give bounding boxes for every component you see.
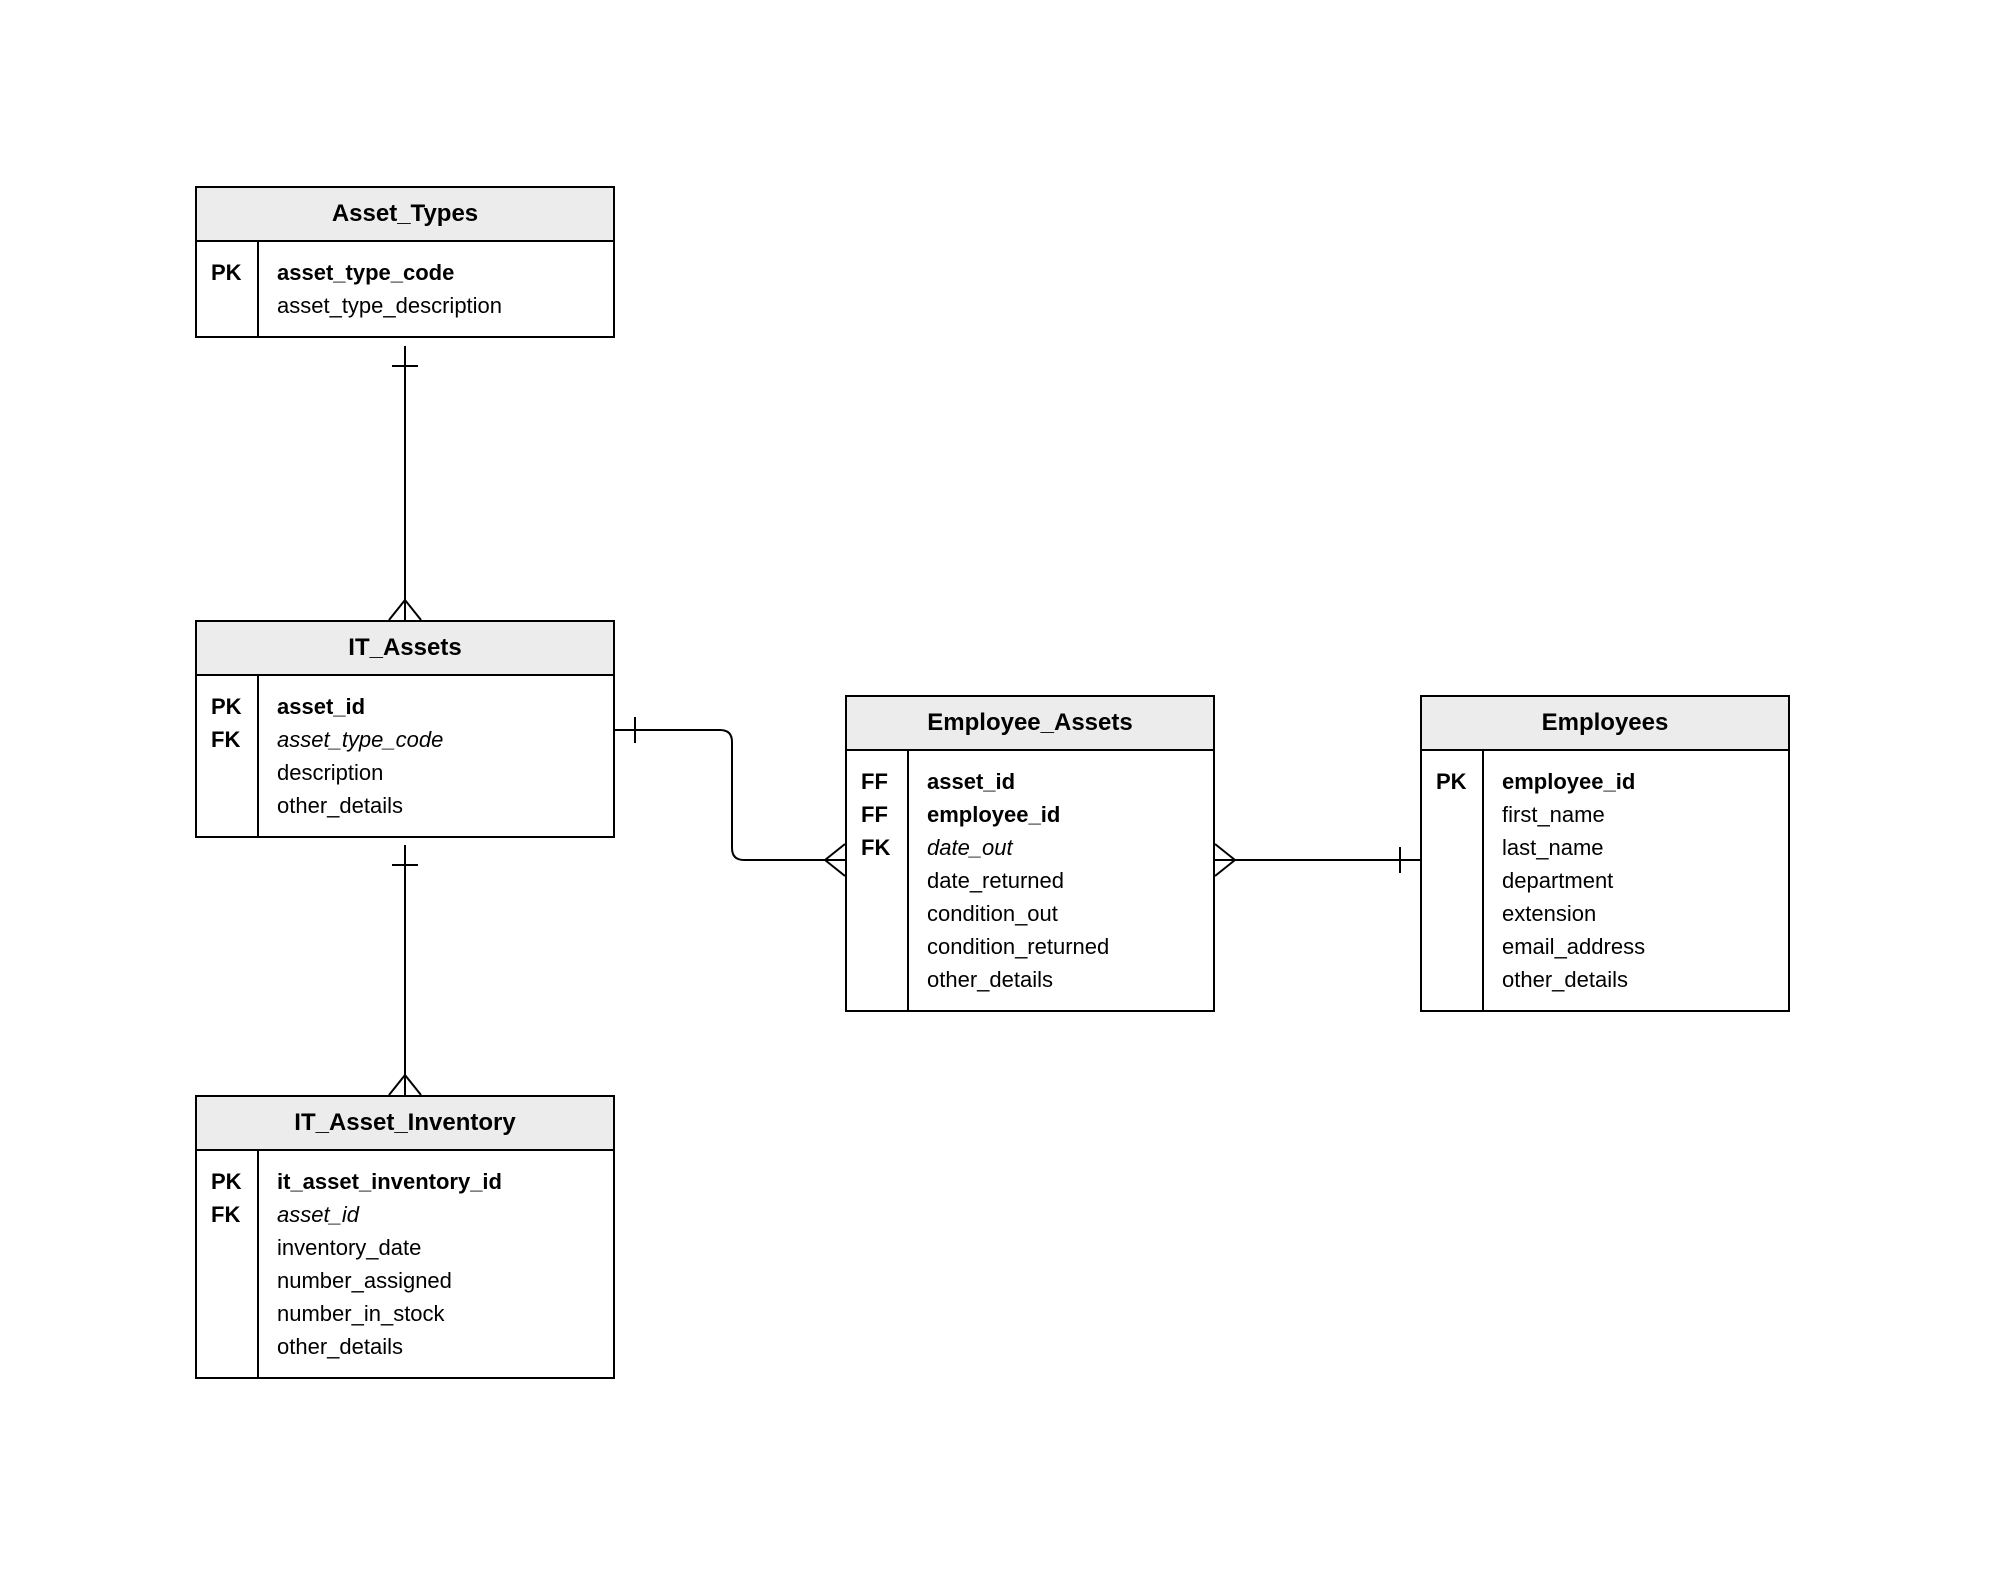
key-label: FK — [211, 723, 243, 756]
attr: email_address — [1502, 930, 1770, 963]
attr: department — [1502, 864, 1770, 897]
entity-title: Asset_Types — [197, 188, 613, 242]
connector-itassets-inventory — [389, 845, 421, 1095]
attr: description — [277, 756, 595, 789]
key-label — [211, 1231, 243, 1264]
key-label: FK — [861, 831, 893, 864]
attr: condition_out — [927, 897, 1195, 930]
attr: asset_type_code — [277, 723, 595, 756]
key-label: PK — [211, 690, 243, 723]
attr-column: asset_type_code asset_type_description — [259, 242, 613, 336]
attr: asset_id — [927, 765, 1195, 798]
connector-itassets-employeeassets — [615, 717, 845, 876]
attr: other_details — [277, 1330, 595, 1363]
key-label — [1436, 798, 1468, 831]
key-label — [1436, 864, 1468, 897]
key-label — [861, 864, 893, 897]
key-label — [211, 1264, 243, 1297]
entity-it-asset-inventory: IT_Asset_Inventory PK FK it_asset_invent… — [195, 1095, 615, 1379]
key-label — [211, 789, 243, 822]
attr: employee_id — [1502, 765, 1770, 798]
connector-employees-employeeassets — [1215, 844, 1420, 876]
entity-employee-assets: Employee_Assets FF FF FK asset_id employ… — [845, 695, 1215, 1012]
key-label — [861, 930, 893, 963]
attr: number_assigned — [277, 1264, 595, 1297]
attr: other_details — [1502, 963, 1770, 996]
key-label — [1436, 831, 1468, 864]
key-label — [211, 289, 243, 322]
key-label — [1436, 963, 1468, 996]
key-label: PK — [211, 1165, 243, 1198]
key-label — [861, 963, 893, 996]
key-label: PK — [1436, 765, 1468, 798]
attr: date_out — [927, 831, 1195, 864]
key-label: FF — [861, 765, 893, 798]
key-label — [211, 1297, 243, 1330]
attr: asset_id — [277, 690, 595, 723]
attr: it_asset_inventory_id — [277, 1165, 595, 1198]
entity-body: FF FF FK asset_id employee_id date_out d… — [847, 751, 1213, 1010]
key-label: PK — [211, 256, 243, 289]
key-label: FF — [861, 798, 893, 831]
attr: extension — [1502, 897, 1770, 930]
attr: date_returned — [927, 864, 1195, 897]
attr-column: it_asset_inventory_id asset_id inventory… — [259, 1151, 613, 1377]
attr: employee_id — [927, 798, 1195, 831]
key-column: PK FK — [197, 676, 259, 836]
key-column: PK — [1422, 751, 1484, 1010]
attr-column: asset_id employee_id date_out date_retur… — [909, 751, 1213, 1010]
key-label — [1436, 930, 1468, 963]
key-column: PK FK — [197, 1151, 259, 1377]
attr: number_in_stock — [277, 1297, 595, 1330]
entity-body: PK asset_type_code asset_type_descriptio… — [197, 242, 613, 336]
entity-title: Employee_Assets — [847, 697, 1213, 751]
attr: other_details — [277, 789, 595, 822]
key-column: FF FF FK — [847, 751, 909, 1010]
entity-title: Employees — [1422, 697, 1788, 751]
attr: asset_id — [277, 1198, 595, 1231]
entity-title: IT_Assets — [197, 622, 613, 676]
key-label — [861, 897, 893, 930]
key-label: FK — [211, 1198, 243, 1231]
key-label — [1436, 897, 1468, 930]
connector-assettypes-itassets — [389, 346, 421, 620]
entity-title: IT_Asset_Inventory — [197, 1097, 613, 1151]
entity-employees: Employees PK employee_id first_name last… — [1420, 695, 1790, 1012]
entity-it-assets: IT_Assets PK FK asset_id asset_type_code… — [195, 620, 615, 838]
attr: other_details — [927, 963, 1195, 996]
attr: asset_type_description — [277, 289, 595, 322]
entity-body: PK FK asset_id asset_type_code descripti… — [197, 676, 613, 836]
key-label — [211, 1330, 243, 1363]
attr: inventory_date — [277, 1231, 595, 1264]
attr-column: employee_id first_name last_name departm… — [1484, 751, 1788, 1010]
attr: first_name — [1502, 798, 1770, 831]
attr: condition_returned — [927, 930, 1195, 963]
attr: asset_type_code — [277, 256, 595, 289]
entity-body: PK FK it_asset_inventory_id asset_id inv… — [197, 1151, 613, 1377]
attr: last_name — [1502, 831, 1770, 864]
entity-asset-types: Asset_Types PK asset_type_code asset_typ… — [195, 186, 615, 338]
key-column: PK — [197, 242, 259, 336]
attr-column: asset_id asset_type_code description oth… — [259, 676, 613, 836]
entity-body: PK employee_id first_name last_name depa… — [1422, 751, 1788, 1010]
key-label — [211, 756, 243, 789]
